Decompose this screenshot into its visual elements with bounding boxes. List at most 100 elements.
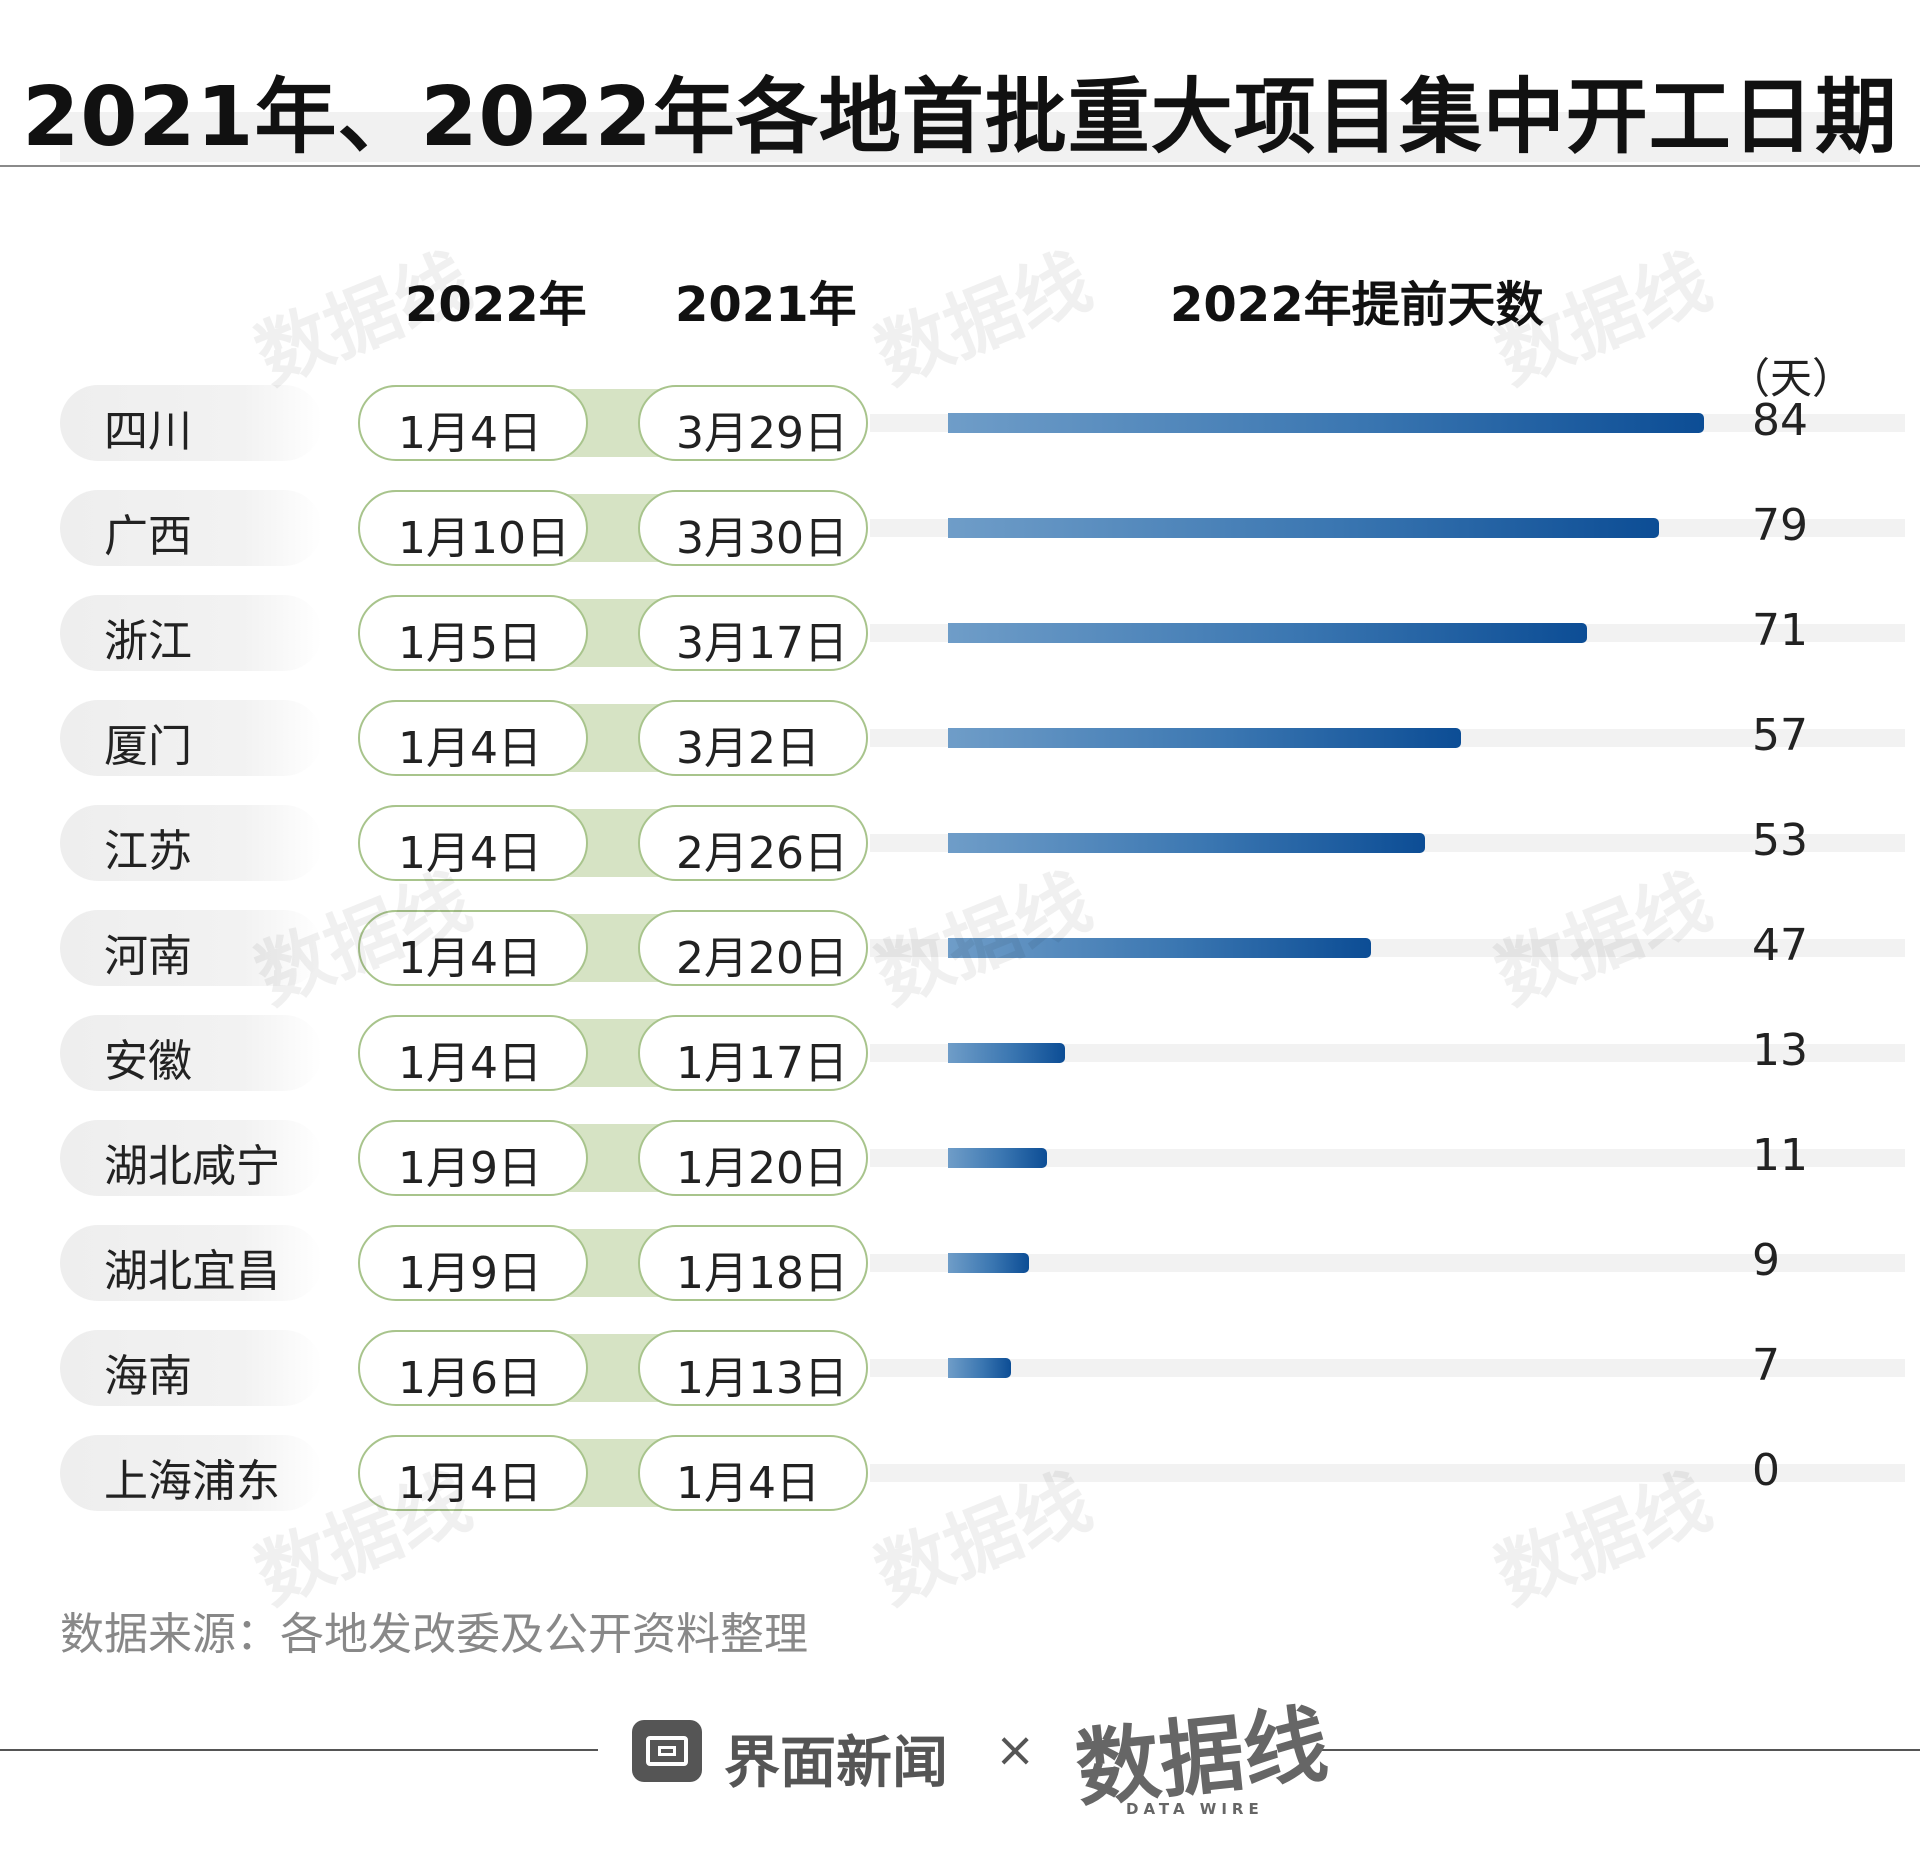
date-2021-pill: 3月29日 [638,385,868,461]
bar [948,518,1659,538]
value-label: 47 [1752,920,1808,971]
bar-track [870,1254,1905,1272]
footer-line-right [1322,1749,1920,1751]
region-label: 湖北咸宁 [104,1141,280,1192]
region-pill [60,1330,322,1406]
bar [948,938,1371,958]
value-label: 11 [1752,1130,1808,1181]
value-label: 9 [1752,1235,1780,1286]
date-2021-label: 1月18日 [676,1248,848,1299]
column-header-days: 2022年提前天数 [1170,277,1544,333]
bar [948,1043,1065,1063]
bar-track [870,1464,1905,1482]
date-2021-pill: 1月13日 [638,1330,868,1406]
value-label: 7 [1752,1340,1780,1391]
date-2021-label: 1月20日 [676,1143,848,1194]
date-2022-label: 1月9日 [398,1143,542,1194]
date-2021-pill: 1月17日 [638,1015,868,1091]
date-2021-pill: 1月18日 [638,1225,868,1301]
region-label: 厦门 [104,721,192,772]
title-divider [0,165,1920,167]
date-2021-label: 1月13日 [676,1353,848,1404]
date-2021-label: 3月17日 [676,618,848,669]
chart-row: 安徽 1月4日 1月17日 13 [0,1015,1920,1091]
region-pill [60,700,322,776]
bar-track [870,1149,1905,1167]
date-2022-pill: 1月4日 [358,1435,588,1511]
bar [948,833,1425,853]
watermark: 数据线 [864,238,1103,401]
date-2021-pill: 3月30日 [638,490,868,566]
region-label: 上海浦东 [104,1456,280,1507]
data-wire-logo-sub: DATA WIRE [1126,1800,1264,1818]
date-2022-pill: 1月4日 [358,805,588,881]
value-label: 84 [1752,395,1808,446]
value-label: 0 [1752,1445,1780,1496]
footer-brand: 界面新闻 [724,1731,948,1796]
chart-row: 湖北咸宁 1月9日 1月20日 11 [0,1120,1920,1196]
column-header-2022: 2022年 [405,277,587,333]
date-2022-pill: 1月4日 [358,910,588,986]
date-2022-pill: 1月9日 [358,1225,588,1301]
date-2022-label: 1月6日 [398,1353,542,1404]
date-2022-label: 1月4日 [398,1458,542,1509]
bar [948,623,1587,643]
region-label: 湖北宜昌 [104,1246,280,1297]
title-band [60,112,1860,162]
footer-line-left [0,1749,598,1751]
date-2021-pill: 1月4日 [638,1435,868,1511]
region-pill [60,1015,322,1091]
chart-row: 海南 1月6日 1月13日 7 [0,1330,1920,1406]
region-pill [60,1435,322,1511]
value-label: 57 [1752,710,1808,761]
date-2022-pill: 1月10日 [358,490,588,566]
source-note: 数据来源：各地发改委及公开资料整理 [60,1609,808,1660]
date-2022-pill: 1月4日 [358,385,588,461]
region-label: 四川 [104,406,192,457]
jiemian-logo-icon [632,1720,702,1782]
date-2021-pill: 1月20日 [638,1120,868,1196]
date-2022-pill: 1月9日 [358,1120,588,1196]
bar [948,1358,1011,1378]
chart-title: 2021年、2022年各地首批重大项目集中开工日期 [22,70,1898,165]
region-pill [60,595,322,671]
value-label: 71 [1752,605,1808,656]
date-2021-pill: 2月20日 [638,910,868,986]
date-2022-label: 1月4日 [398,1038,542,1089]
date-2022-pill: 1月4日 [358,700,588,776]
region-pill [60,1225,322,1301]
date-2022-pill: 1月6日 [358,1330,588,1406]
date-2021-label: 1月17日 [676,1038,848,1089]
date-2021-pill: 2月26日 [638,805,868,881]
region-pill [60,385,322,461]
date-2022-pill: 1月5日 [358,595,588,671]
region-label: 安徽 [104,1036,192,1087]
bar-track [870,1044,1905,1062]
region-pill [60,1120,322,1196]
bar [948,728,1461,748]
chart-row: 浙江 1月5日 3月17日 71 [0,595,1920,671]
chart-row: 江苏 1月4日 2月26日 53 [0,805,1920,881]
value-label: 79 [1752,500,1808,551]
value-label: 13 [1752,1025,1808,1076]
date-2022-label: 1月9日 [398,1248,542,1299]
bar [948,1253,1029,1273]
chart-row: 湖北宜昌 1月9日 1月18日 9 [0,1225,1920,1301]
region-label: 江苏 [104,826,192,877]
date-2022-label: 1月4日 [398,933,542,984]
region-pill [60,805,322,881]
date-2022-label: 1月4日 [398,723,542,774]
column-header-2021: 2021年 [675,277,857,333]
chart-row: 上海浦东 1月4日 1月4日 0 [0,1435,1920,1511]
footer-separator: × [995,1722,1036,1778]
unit-label: （天） [1728,354,1855,403]
region-pill [60,490,322,566]
date-2021-label: 1月4日 [676,1458,820,1509]
date-2021-label: 3月30日 [676,513,848,564]
date-2022-label: 1月10日 [398,513,570,564]
date-2022-label: 1月4日 [398,408,542,459]
chart-row: 厦门 1月4日 3月2日 57 [0,700,1920,776]
region-label: 广西 [104,511,192,562]
date-2021-label: 2月26日 [676,828,848,879]
date-2021-label: 3月29日 [676,408,848,459]
